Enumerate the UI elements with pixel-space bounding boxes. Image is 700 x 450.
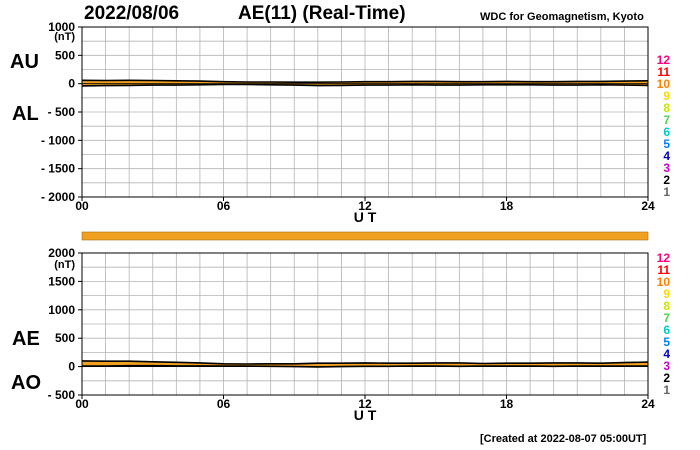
x-tick-label: 18 [500, 199, 514, 213]
level-legend-9: 9 [663, 89, 670, 103]
series-line-au [81, 79, 649, 83]
y-tick-label: 2000 [48, 246, 75, 260]
y-tick-label: 0 [68, 360, 75, 374]
y-unit-label: (nT) [54, 31, 75, 43]
level-legend-2: 2 [663, 371, 670, 385]
y-tick-label: 0 [68, 77, 75, 91]
level-legend-3: 3 [663, 359, 670, 373]
level-legend-5: 5 [663, 137, 670, 151]
y-tick-label: - 500 [48, 105, 76, 119]
level-legend-3: 3 [663, 161, 670, 175]
level-legend-2: 2 [663, 173, 670, 187]
y-tick-label: - 2000 [41, 190, 75, 204]
y-tick-label: 1500 [48, 274, 75, 288]
y-tick-label: - 1000 [41, 133, 75, 147]
level-legend-1: 1 [663, 383, 670, 397]
series-line-ae [81, 360, 649, 365]
chart-title: AE(11) (Real-Time) [238, 3, 406, 24]
x-tick-label: 12 [358, 199, 372, 213]
level-legend-10: 10 [657, 77, 671, 91]
label-al: AL [12, 103, 39, 125]
x-tick-label: 24 [641, 397, 655, 411]
level-legend-9: 9 [663, 287, 670, 301]
level-legend-11: 11 [657, 65, 670, 79]
level-legend-8: 8 [663, 299, 670, 313]
x-tick-label: 24 [641, 199, 655, 213]
level-legend-12: 12 [657, 53, 671, 67]
series-line-al [81, 83, 649, 87]
level-legend-7: 7 [663, 311, 670, 325]
x-axis-label: U T [354, 209, 377, 225]
y-tick-label: - 500 [48, 388, 76, 402]
x-tick-label: 06 [217, 397, 231, 411]
chart-date: 2022/08/06 [84, 3, 180, 24]
label-ao: AO [11, 372, 41, 394]
level-legend-7: 7 [663, 113, 670, 127]
x-tick-label: 12 [358, 397, 372, 411]
y-tick-label: 500 [55, 331, 75, 345]
y-tick-label: - 1500 [41, 162, 75, 176]
x-tick-label: 18 [500, 397, 514, 411]
level-legend-4: 4 [663, 347, 670, 361]
x-tick-label: 00 [75, 397, 89, 411]
y-tick-label: 500 [55, 48, 75, 62]
level-legend-8: 8 [663, 101, 670, 115]
level-legend-5: 5 [663, 335, 670, 349]
level-legend-10: 10 [657, 275, 671, 289]
x-tick-label: 00 [75, 199, 89, 213]
x-tick-label: 06 [217, 199, 231, 213]
created-timestamp: [Created at 2022-08-07 05:00UT] [480, 433, 647, 445]
level-legend-12: 12 [657, 251, 671, 265]
y-tick-label: 1000 [48, 303, 75, 317]
label-au: AU [10, 51, 39, 73]
level-legend-11: 11 [657, 263, 670, 277]
level-legend-1: 1 [663, 185, 670, 199]
label-ae: AE [12, 328, 40, 350]
y-tick-label: 1000 [48, 20, 75, 34]
organization-label: WDC for Geomagnetism, Kyoto [480, 11, 644, 23]
level-legend-6: 6 [663, 125, 670, 139]
y-unit-label: (nT) [54, 259, 75, 271]
data-availability-bar [81, 231, 649, 241]
level-legend-4: 4 [663, 149, 670, 163]
level-legend-6: 6 [663, 323, 670, 337]
x-axis-label: U T [354, 407, 377, 423]
